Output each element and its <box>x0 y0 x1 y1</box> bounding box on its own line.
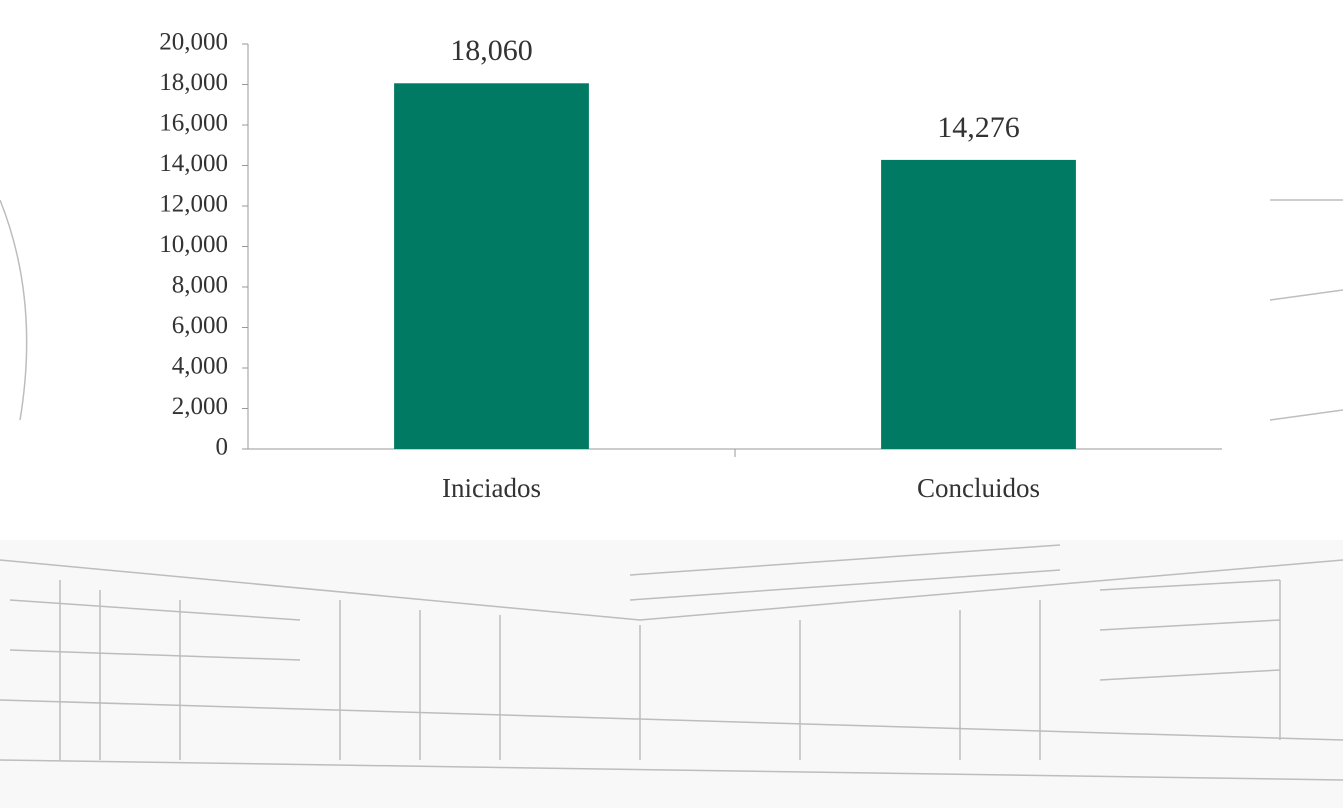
y-tick-label: 18,000 <box>159 69 228 96</box>
y-tick-label: 12,000 <box>159 191 228 218</box>
y-tick-label: 6,000 <box>172 312 228 339</box>
y-tick-label: 16,000 <box>159 110 228 137</box>
value-label: 18,060 <box>450 34 533 67</box>
y-tick-label: 8,000 <box>172 272 228 299</box>
value-label: 14,276 <box>937 111 1020 144</box>
y-tick-label: 0 <box>216 434 229 461</box>
y-tick-label: 20,000 <box>159 29 228 56</box>
bar <box>394 83 589 449</box>
x-tick-label: Concluidos <box>917 473 1040 503</box>
y-tick-label: 10,000 <box>159 231 228 258</box>
x-tick-label: Iniciados <box>442 473 541 503</box>
y-tick-label: 4,000 <box>172 353 228 380</box>
bar <box>881 159 1076 449</box>
y-tick-label: 2,000 <box>172 393 228 420</box>
y-tick-label: 14,000 <box>159 150 228 177</box>
